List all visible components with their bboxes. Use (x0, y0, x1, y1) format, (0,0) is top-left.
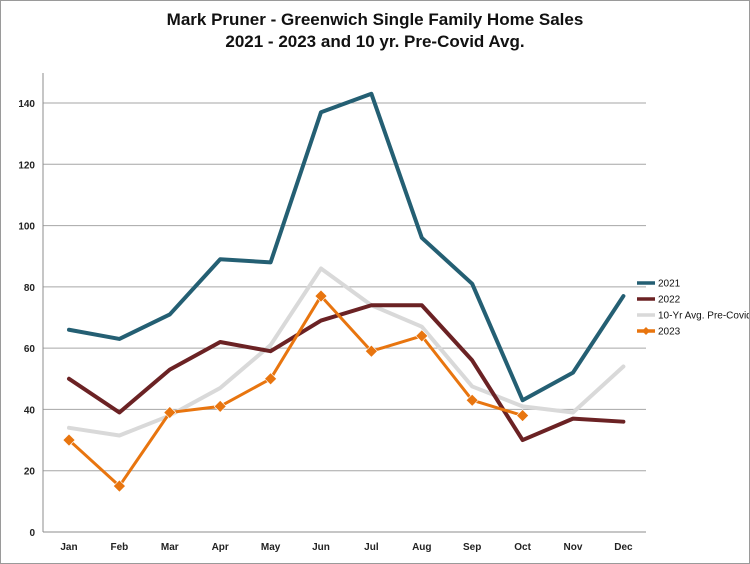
data-point-marker (364, 344, 378, 358)
y-tick-label: 140 (18, 99, 35, 110)
series-line-2022 (67, 303, 626, 443)
x-tick-label: Jan (60, 542, 77, 553)
x-tick-label: Nov (564, 542, 583, 553)
data-point-marker (516, 409, 530, 422)
x-tick-label: Aug (412, 542, 431, 553)
y-tick-label: 60 (24, 344, 36, 355)
legend-label: 10-Yr Avg. Pre-Covid (658, 311, 749, 322)
series-line-10-yr-avg-pre-covid (67, 266, 626, 438)
y-tick-label: 100 (18, 222, 35, 233)
x-tick-label: Jun (312, 542, 330, 553)
legend-marker (642, 327, 650, 335)
y-tick-label: 0 (29, 528, 35, 539)
chart-title-block: Mark Pruner - Greenwich Single Family Ho… (1, 9, 749, 53)
data-point-marker (163, 406, 177, 419)
x-tick-label: Oct (514, 542, 531, 553)
x-tick-label: Feb (111, 542, 129, 553)
data-point-marker (314, 289, 328, 303)
data-point-marker (213, 399, 227, 413)
series-line-2021 (67, 91, 626, 403)
y-tick-label: 80 (24, 283, 36, 294)
data-point-marker (415, 329, 429, 343)
x-tick-label: Jul (364, 542, 379, 553)
x-tick-label: May (261, 542, 281, 553)
y-tick-label: 40 (24, 405, 36, 416)
data-point-marker (62, 433, 76, 447)
data-point-marker (264, 372, 278, 386)
legend-label: 2023 (658, 327, 681, 338)
x-tick-label: Dec (614, 542, 633, 553)
legend-label: 2021 (658, 279, 681, 290)
chart-title: Mark Pruner - Greenwich Single Family Ho… (166, 10, 584, 29)
data-point-marker (112, 479, 126, 493)
legend-label: 2022 (658, 295, 681, 306)
x-tick-label: Sep (463, 542, 481, 553)
y-tick-label: 120 (18, 160, 35, 171)
x-tick-label: Mar (161, 542, 179, 553)
x-tick-label: Apr (212, 542, 229, 553)
y-tick-label: 20 (24, 467, 36, 478)
series-line-2023 (67, 294, 525, 488)
chart-subtitle: 2021 - 2023 and 10 yr. Pre-Covid Avg. (225, 32, 525, 51)
data-point-marker (465, 393, 479, 407)
